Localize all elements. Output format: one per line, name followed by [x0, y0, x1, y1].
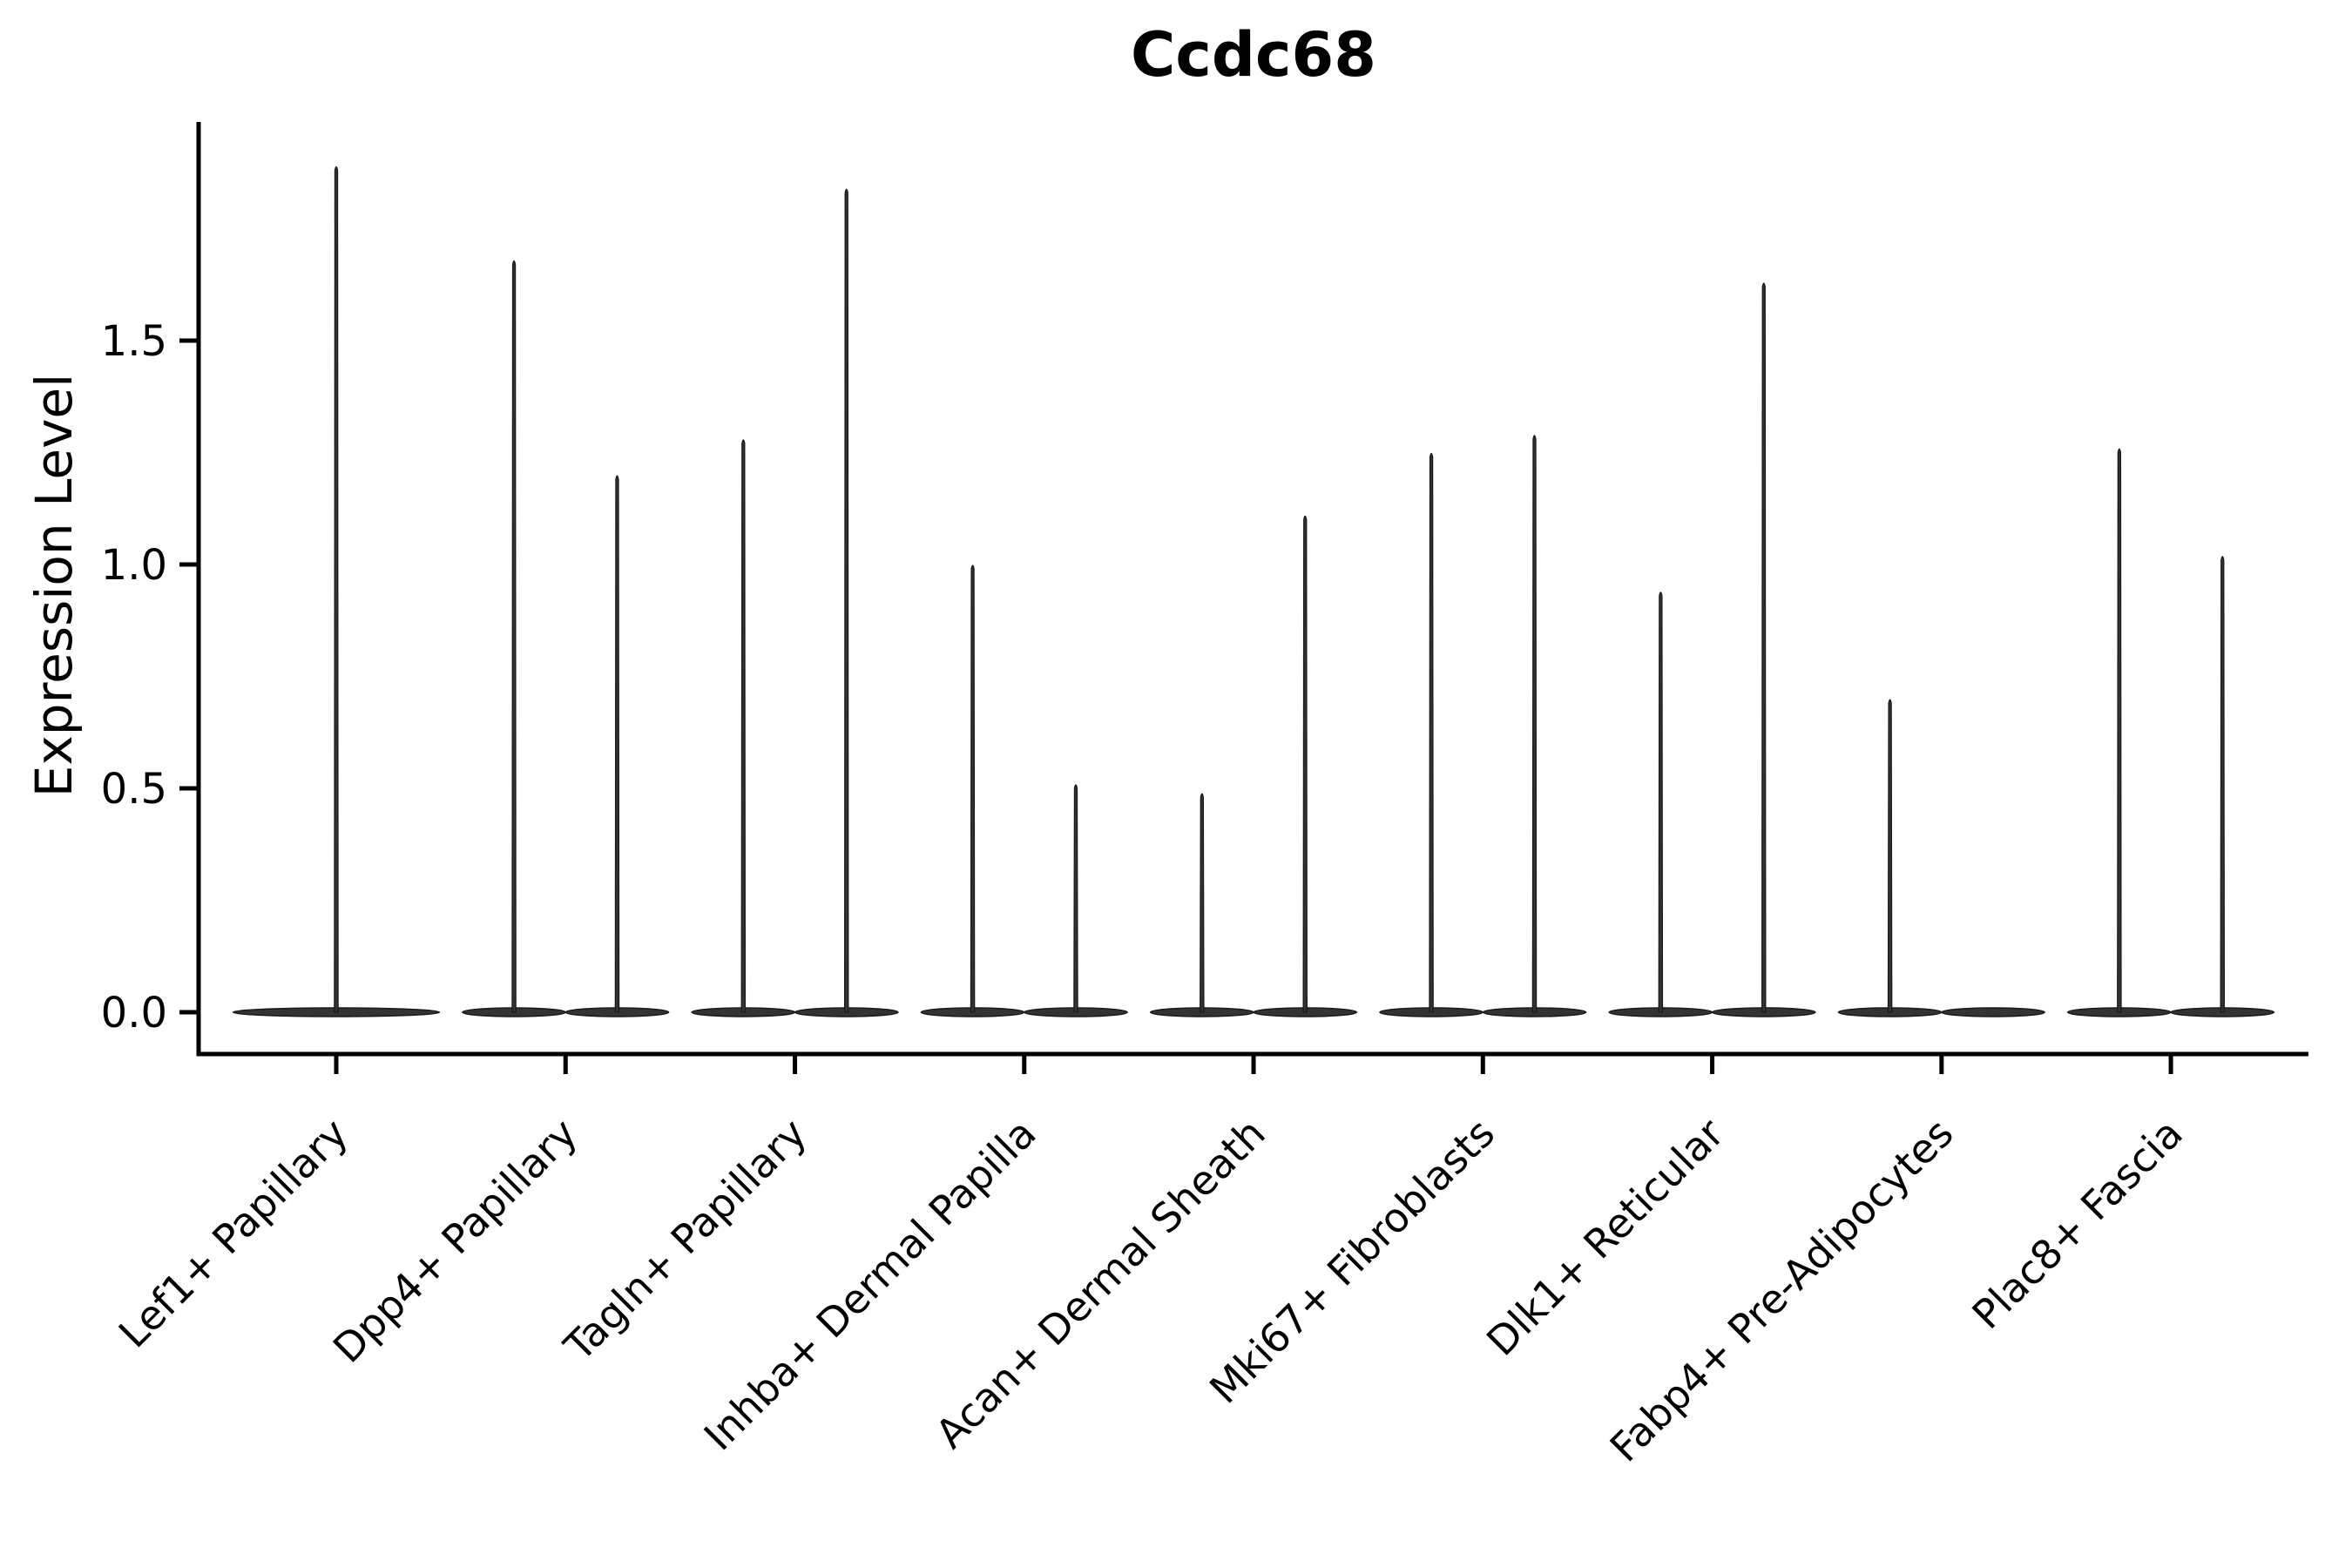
violin-spike [1073, 784, 1078, 1013]
y-tick-label: 1.0 [101, 541, 167, 590]
violin-spike [1887, 699, 1893, 1013]
violin-spike [970, 564, 976, 1013]
y-tick-label: 0.5 [101, 765, 167, 814]
x-tick-label: Tagln+ Papillary [555, 1110, 816, 1371]
x-tick-label: Dpp4+ Papillary [324, 1110, 586, 1372]
x-tick-label: Plac8+ Fascia [1963, 1110, 2191, 1338]
violin-spike [2117, 448, 2122, 1013]
violin-spike [740, 439, 747, 1013]
y-tick-label: 0.0 [101, 989, 167, 1037]
chart-title: Ccdc68 [1131, 19, 1376, 91]
violin-spike [1429, 452, 1434, 1013]
violin-spike [334, 166, 339, 1013]
x-tick-label: Dlk1+ Reticular [1477, 1110, 1733, 1365]
violin-spike [1302, 515, 1308, 1013]
x-tick-label: Lef1+ Papillary [110, 1110, 357, 1357]
violin-spike [1200, 793, 1205, 1013]
violin-spike [1658, 591, 1664, 1013]
violin-spike [843, 188, 849, 1013]
violin-base [1941, 1007, 2045, 1017]
violin-spike [2220, 556, 2226, 1013]
y-tick-label: 1.5 [101, 317, 167, 366]
violin-spike [614, 475, 620, 1013]
violin-spike [1531, 435, 1538, 1013]
violin-spike [511, 260, 517, 1013]
violin-spike [1761, 282, 1767, 1013]
